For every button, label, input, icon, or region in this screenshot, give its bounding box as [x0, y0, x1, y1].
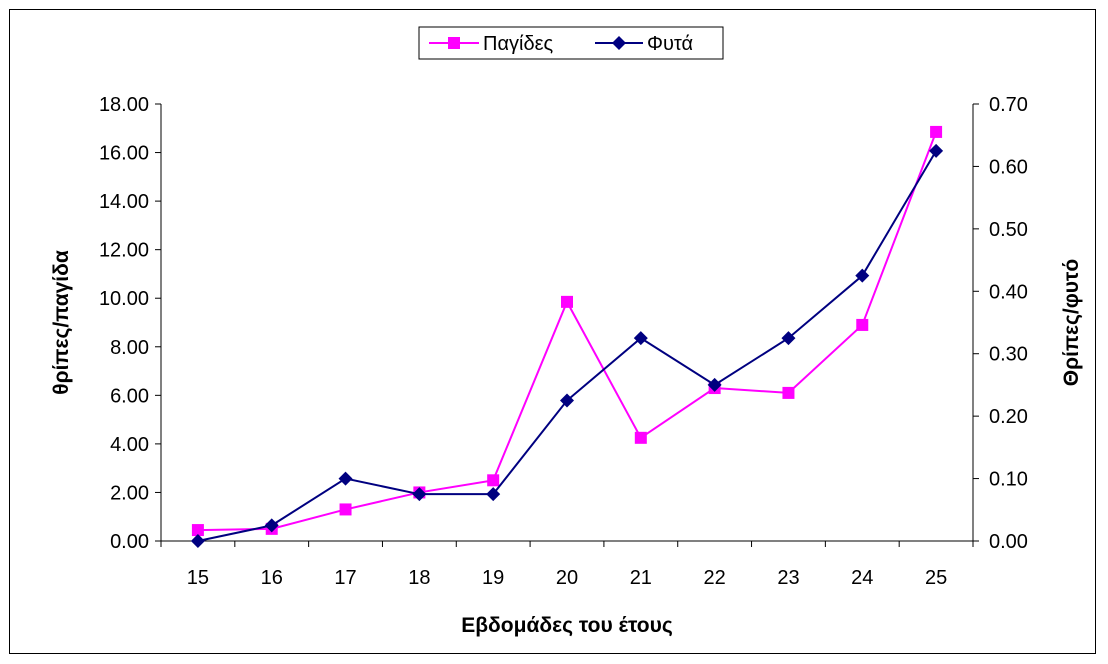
data-point-square — [487, 474, 500, 487]
y-right-tick-label: 0.40 — [989, 281, 1028, 303]
data-point-square — [856, 318, 869, 331]
series-0 — [191, 125, 943, 537]
y-right-tick-label: 0.60 — [989, 156, 1028, 178]
y-left-tick-label: 0.00 — [110, 531, 149, 553]
y-left-tick-label: 4.00 — [110, 434, 149, 456]
y-left-tick-label: 16.00 — [99, 143, 149, 165]
y-axis-left-label: θρίπες/παγίδα — [50, 250, 73, 395]
series-layer — [190, 125, 944, 548]
data-point-diamond — [412, 487, 427, 502]
x-tick-label: 23 — [777, 567, 799, 589]
data-point-square — [634, 431, 647, 444]
x-tick-label: 24 — [851, 567, 873, 589]
legend-marker-fyta — [612, 36, 626, 50]
legend-label-pagides: Παγίδες — [483, 33, 553, 55]
series-line — [197, 150, 937, 542]
x-tick-label: 19 — [482, 567, 504, 589]
y-left-tick-label: 18.00 — [99, 94, 149, 116]
x-tick-label: 15 — [187, 567, 209, 589]
data-point-square — [191, 524, 204, 537]
data-point-diamond — [855, 268, 870, 283]
y-left-tick-label: 8.00 — [110, 337, 149, 359]
x-tick-label: 25 — [925, 567, 947, 589]
y-left-tick-label: 10.00 — [99, 288, 149, 310]
legend: Παγίδες Φυτά — [418, 26, 724, 60]
data-point-diamond — [633, 331, 648, 346]
data-point-square — [339, 503, 352, 516]
y-right-tick-label: 0.50 — [989, 219, 1028, 241]
data-point-diamond — [264, 518, 279, 533]
data-point-diamond — [190, 534, 205, 548]
y-right-tick-label: 0.20 — [989, 406, 1028, 428]
series-line — [197, 131, 938, 532]
legend-marker-pagides — [448, 37, 460, 49]
y-left-tick-label: 12.00 — [99, 240, 149, 262]
data-point-square — [930, 125, 943, 138]
y-right-tick-label: 0.00 — [989, 531, 1028, 553]
data-point-square — [561, 295, 573, 308]
y-right-tick-label: 0.10 — [989, 469, 1028, 491]
y-right-tick-label: 0.70 — [989, 94, 1028, 116]
data-point-diamond — [338, 471, 353, 486]
x-axis-label: Εβδομάδες του έτους — [461, 614, 673, 637]
chart-frame: 0.00 2.00 4.00 6.00 8.00 10.00 12.00 14.00 16.00… — [9, 9, 1096, 654]
x-tick-label: 18 — [408, 567, 430, 589]
series-1 — [190, 143, 944, 548]
axes: 0.00 2.00 4.00 6.00 8.00 10.00 12.00 14.00 16.00… — [99, 94, 1028, 589]
data-point-diamond — [781, 331, 796, 346]
x-tick-label: 20 — [556, 567, 578, 589]
x-tick-label: 16 — [261, 567, 283, 589]
dual-axis-line-chart: 0.00 2.00 4.00 6.00 8.00 10.00 12.00 14.00 16.00… — [50, 26, 1083, 637]
y-axis-right-label: Θρίπες/φυτό — [1060, 259, 1083, 386]
y-left-tick-label: 2.00 — [110, 482, 149, 504]
data-point-diamond — [486, 487, 501, 502]
data-point-diamond — [929, 143, 944, 158]
data-point-diamond — [560, 393, 574, 408]
y-left-tick-label: 6.00 — [110, 385, 149, 407]
legend-label-fyta: Φυτά — [647, 33, 693, 55]
x-tick-label: 17 — [334, 567, 356, 589]
data-point-diamond — [707, 377, 722, 392]
x-tick-label: 21 — [630, 567, 652, 589]
data-point-square — [782, 386, 795, 399]
y-right-tick-label: 0.30 — [989, 344, 1028, 366]
x-tick-label: 22 — [704, 567, 726, 589]
y-left-tick-label: 14.00 — [99, 191, 149, 213]
